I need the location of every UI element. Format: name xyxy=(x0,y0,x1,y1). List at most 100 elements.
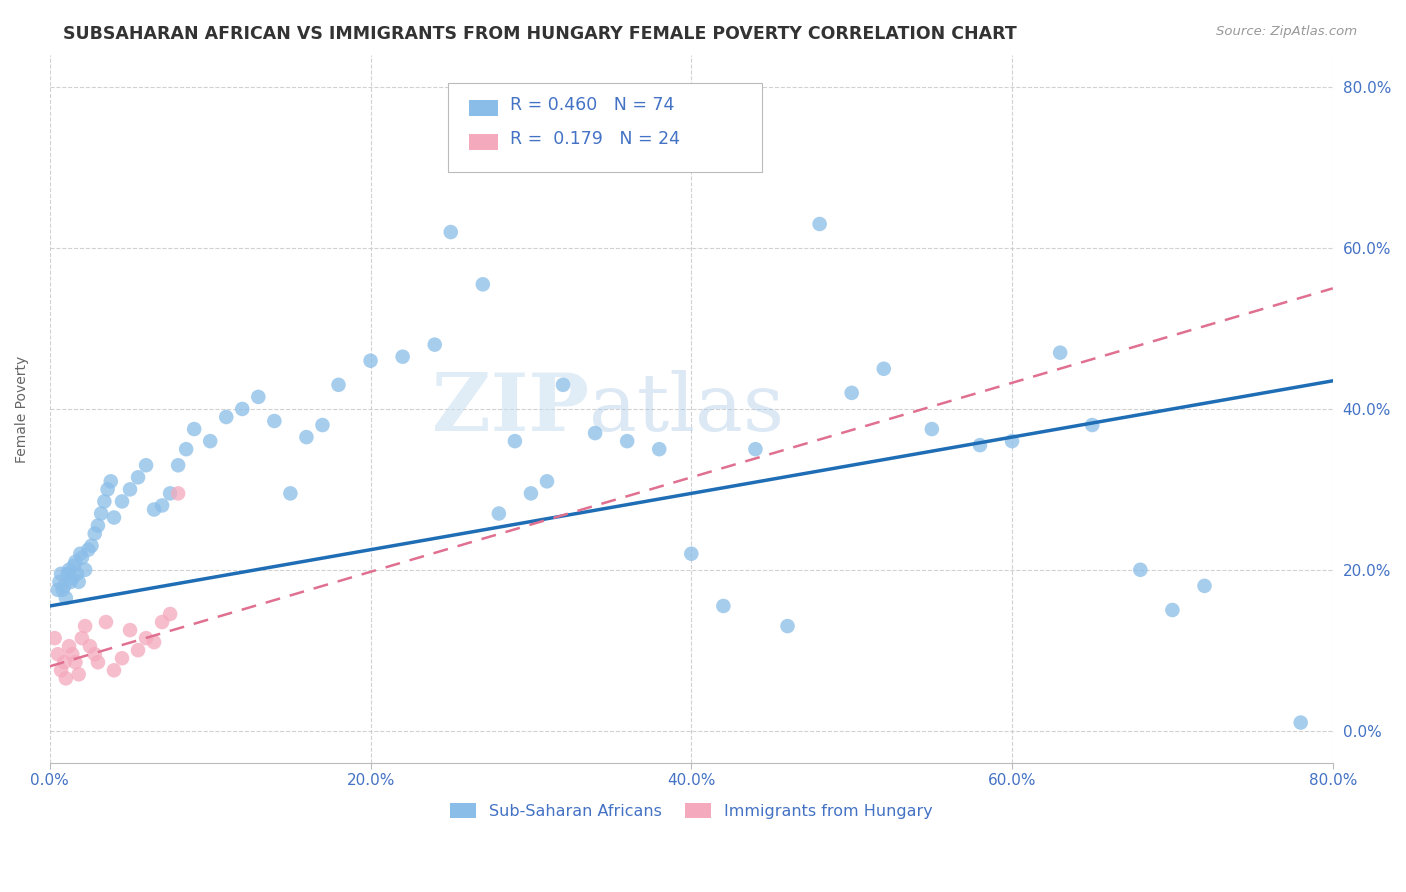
Point xyxy=(66,566,89,581)
Point xyxy=(1001,434,1024,449)
Point xyxy=(1161,603,1184,617)
Point xyxy=(616,434,638,449)
Point xyxy=(150,615,173,629)
Point xyxy=(648,442,671,457)
Point xyxy=(48,574,70,589)
Point xyxy=(53,655,76,669)
Point xyxy=(83,647,105,661)
Point xyxy=(551,377,574,392)
Legend: Sub-Saharan Africans, Immigrants from Hungary: Sub-Saharan Africans, Immigrants from Hu… xyxy=(444,797,939,826)
Point xyxy=(808,217,831,231)
Point xyxy=(776,619,799,633)
Point xyxy=(1129,563,1152,577)
FancyBboxPatch shape xyxy=(470,101,498,116)
Point xyxy=(135,631,157,645)
Point xyxy=(127,643,149,657)
Point xyxy=(52,582,75,597)
Point xyxy=(59,574,82,589)
Point xyxy=(280,486,302,500)
Text: SUBSAHARAN AFRICAN VS IMMIGRANTS FROM HUNGARY FEMALE POVERTY CORRELATION CHART: SUBSAHARAN AFRICAN VS IMMIGRANTS FROM HU… xyxy=(63,25,1017,43)
Point xyxy=(167,486,190,500)
Point xyxy=(135,458,157,473)
Point xyxy=(111,494,134,508)
Point xyxy=(328,377,350,392)
Point xyxy=(69,547,91,561)
Point xyxy=(67,574,90,589)
Point xyxy=(150,499,173,513)
Point xyxy=(311,418,333,433)
Point xyxy=(231,401,253,416)
Point xyxy=(97,483,120,497)
Point xyxy=(87,518,110,533)
Point xyxy=(183,422,205,436)
Point xyxy=(55,591,77,605)
Point xyxy=(921,422,943,436)
Point xyxy=(200,434,222,449)
Point xyxy=(93,494,115,508)
Point xyxy=(118,623,141,637)
Point xyxy=(440,225,463,239)
Point xyxy=(711,599,734,613)
Text: R = 0.460   N = 74: R = 0.460 N = 74 xyxy=(510,96,675,114)
Point xyxy=(143,502,166,516)
Point xyxy=(423,337,446,351)
Point xyxy=(1081,418,1104,433)
Point xyxy=(391,350,413,364)
Point xyxy=(159,486,181,500)
Point xyxy=(65,555,87,569)
Point xyxy=(1289,715,1312,730)
Point xyxy=(247,390,270,404)
Point xyxy=(46,647,69,661)
Point xyxy=(159,607,181,621)
Point xyxy=(536,475,558,489)
Point xyxy=(87,655,110,669)
Point xyxy=(56,566,79,581)
Point xyxy=(49,663,72,677)
Point xyxy=(841,385,863,400)
Point xyxy=(53,579,76,593)
Text: R =  0.179   N = 24: R = 0.179 N = 24 xyxy=(510,130,681,148)
Point xyxy=(215,409,238,424)
Point xyxy=(67,667,90,681)
Point xyxy=(681,547,703,561)
Point xyxy=(360,353,382,368)
Point xyxy=(1049,345,1071,359)
Point xyxy=(77,542,100,557)
Point xyxy=(174,442,197,457)
Point xyxy=(63,558,86,573)
Point xyxy=(295,430,318,444)
Point xyxy=(143,635,166,649)
Text: ZIP: ZIP xyxy=(432,370,589,448)
Text: atlas: atlas xyxy=(589,370,783,448)
Point xyxy=(44,631,66,645)
Point xyxy=(503,434,526,449)
Point xyxy=(103,510,125,524)
Point xyxy=(90,507,112,521)
Point xyxy=(60,571,83,585)
Point xyxy=(60,647,83,661)
Point xyxy=(263,414,285,428)
Point xyxy=(471,277,494,292)
Point xyxy=(70,550,93,565)
Point xyxy=(79,639,101,653)
Point xyxy=(969,438,991,452)
Point xyxy=(488,507,510,521)
Text: Source: ZipAtlas.com: Source: ZipAtlas.com xyxy=(1216,25,1357,38)
Point xyxy=(58,563,80,577)
Point xyxy=(70,631,93,645)
Point xyxy=(94,615,117,629)
Point xyxy=(103,663,125,677)
Point xyxy=(49,566,72,581)
Point xyxy=(75,563,97,577)
Y-axis label: Female Poverty: Female Poverty xyxy=(15,355,30,463)
Point xyxy=(111,651,134,665)
Point xyxy=(873,361,896,376)
Point xyxy=(583,426,606,441)
Point xyxy=(520,486,543,500)
Point xyxy=(58,639,80,653)
Point xyxy=(127,470,149,484)
Point xyxy=(55,671,77,685)
Point xyxy=(46,582,69,597)
Point xyxy=(80,539,103,553)
Point xyxy=(65,655,87,669)
